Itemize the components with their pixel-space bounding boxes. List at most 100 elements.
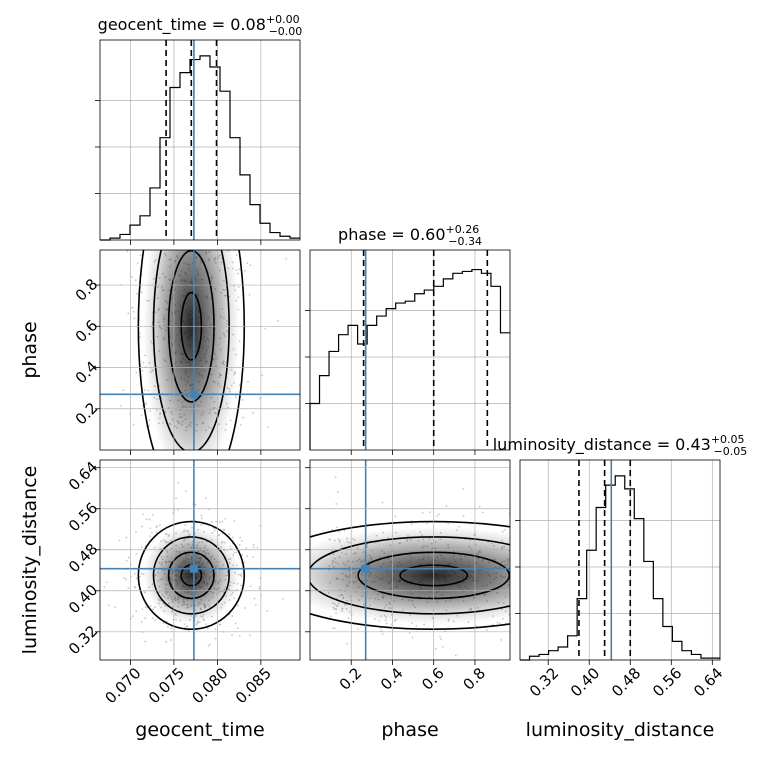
panel-phase-luminosity_distance-dot (441, 645, 444, 648)
xtick-label-luminosity_distance-4: 0.64 (690, 664, 726, 700)
panel-phase-luminosity_distance-dot (532, 608, 534, 610)
panel-geocent_time-phase-dot (208, 229, 210, 231)
panel-geocent_time-phase-dot (224, 230, 226, 232)
panel-phase-luminosity_distance-dot (421, 512, 424, 514)
panel-phase-luminosity_distance-dot (437, 513, 440, 516)
xtick-label-geocent_time-2: 0.080 (188, 664, 231, 707)
panel-geocent_time-phase-dot (242, 416, 245, 419)
panel-phase-luminosity_distance-dot (343, 529, 346, 532)
panel-geocent_time-luminosity_distance-dot (206, 627, 209, 630)
panel-geocent_time-phase-dot (205, 236, 207, 238)
panel-phase-luminosity_distance-dot (512, 602, 514, 604)
panel-geocent_time-phase-dot (261, 374, 264, 377)
panel-phase-luminosity_distance-dot (536, 542, 538, 544)
panel-geocent_time-luminosity_distance-dot (236, 627, 239, 630)
panel-phase-luminosity_distance-dot (513, 592, 515, 594)
panel-geocent_time-phase-dot (185, 227, 187, 229)
panel-geocent_time-luminosity_distance-dot (123, 577, 126, 579)
panel-geocent_time-phase-dot (140, 414, 143, 417)
panel-phase-luminosity_distance-dot (518, 562, 520, 564)
panel-phase-luminosity_distance-dot (528, 526, 530, 528)
panel-geocent_time-phase-dot (120, 404, 122, 407)
panel-phase-luminosity_distance-dot (410, 523, 413, 526)
panel-geocent_time-phase-dot (139, 336, 141, 339)
panel-geocent_time-luminosity_distance-dot (107, 604, 110, 607)
panel-phase-luminosity_distance-dot (535, 573, 537, 575)
panel-geocent_time-luminosity_distance-dot (170, 627, 173, 630)
panel-phase-luminosity_distance-dot (331, 528, 334, 531)
panel-geocent_time-phase-dot (179, 245, 181, 247)
panel-geocent_time-phase-dot (210, 244, 212, 246)
panel-geocent_time-luminosity_distance-dot (184, 490, 187, 493)
panel-phase-luminosity_distance-dot (415, 624, 418, 627)
panel-geocent_time-luminosity_distance-dot (144, 606, 147, 608)
panel-geocent_time-luminosity_distance-truth-marker (189, 564, 198, 573)
panel-phase-luminosity_distance-dot (517, 603, 519, 605)
panel-phase-luminosity_distance-dot (516, 551, 518, 553)
panel-phase-luminosity_distance-dot (521, 593, 523, 595)
panel-geocent_time-luminosity_distance-dot (214, 628, 217, 631)
panel-geocent_time-luminosity_distance-dot (151, 531, 153, 534)
panel-geocent_time-luminosity_distance-dot (127, 587, 130, 589)
panel-geocent_time-phase-dot (136, 292, 139, 295)
panel-geocent_time-luminosity_distance-dot (140, 621, 143, 623)
panel-geocent_time-phase-dot (188, 241, 190, 243)
xtick-label-luminosity_distance-1: 0.40 (567, 664, 603, 700)
panel-geocent_time-luminosity_distance-dot (149, 535, 151, 538)
panel-geocent_time-phase-density (143, 250, 240, 450)
panel-geocent_time-luminosity_distance-contour-1 (152, 536, 230, 615)
panel-geocent_time-phase-dot (134, 279, 137, 282)
panel-geocent_time-phase-dot (132, 310, 135, 313)
panel-geocent_time-phase-dot (224, 221, 226, 223)
panel-geocent_time-luminosity_distance-dot (234, 622, 237, 625)
panel-phase-luminosity_distance-dot (521, 552, 523, 554)
panel-geocent_time-phase-dot (139, 254, 142, 257)
panel-phase-luminosity_distance-dot (517, 607, 519, 609)
ytick-label-luminosity_distance-2: 0.48 (65, 540, 101, 576)
panel-geocent_time-luminosity_distance-dot (144, 617, 147, 620)
panel-geocent_time-phase-dot (188, 235, 190, 237)
xtick-label-luminosity_distance-2: 0.48 (608, 664, 644, 700)
panel-geocent_time-luminosity_distance-frame (99, 459, 301, 661)
title-plus-geocent_time: +0.00 (266, 13, 300, 26)
panel-geocent_time-phase-dot (131, 276, 133, 278)
panel-geocent_time-phase-dot (131, 306, 134, 309)
ytick-label-phase-0: 0.2 (72, 399, 102, 429)
panel-geocent_time-luminosity_distance-dot (240, 540, 243, 542)
ytick-label-luminosity_distance-4: 0.64 (65, 458, 101, 494)
panel-phase-luminosity_distance-dot (447, 522, 450, 525)
panel-geocent_time-luminosity_distance-dot (184, 524, 187, 527)
xtick-label-geocent_time-3: 0.085 (232, 664, 275, 707)
panel-geocent_time-phase-dot (168, 229, 170, 231)
panel-geocent_time-luminosity_distance-dot (145, 518, 148, 521)
panel-geocent_time-phase-dot (234, 396, 237, 399)
panel-geocent_time-luminosity_distance-dot (219, 521, 221, 523)
panel-geocent_time-luminosity_distance-dot (185, 625, 188, 628)
panel-phase-luminosity_distance-dot (496, 621, 499, 624)
panel-geocent_time-phase-dot (138, 229, 140, 231)
xlabel-phase: phase (381, 719, 438, 741)
panel-phase-luminosity_distance-dot (526, 529, 528, 531)
panel-geocent_time-phase-dot (160, 243, 162, 245)
panel-geocent_time-phase-dot (239, 424, 242, 426)
panel-geocent_time-luminosity_distance-dot (155, 531, 157, 534)
panel-geocent_time-phase-dot (218, 236, 220, 238)
title-luminosity_distance: luminosity_distance = 0.43+0.05 −0.05 (493, 433, 748, 458)
panel-phase-luminosity_distance-dot (408, 632, 411, 634)
panel-phase-luminosity_distance-dot (330, 615, 332, 618)
panel-phase-luminosity_distance-dot (527, 623, 529, 625)
panel-geocent_time-phase-dot (238, 340, 241, 343)
panel-phase-luminosity_distance-dot (514, 601, 516, 603)
panel-phase-luminosity_distance-dot (385, 622, 388, 625)
panel-geocent_time-phase-dot (143, 389, 146, 392)
panel-geocent_time-luminosity_distance-dot (143, 591, 146, 594)
panel-geocent_time-phase-dot (184, 235, 186, 237)
panel-geocent_time-luminosity_distance-dot (200, 517, 203, 520)
title-base-geocent_time: geocent_time = 0.08 (98, 15, 266, 35)
panel-phase-luminosity_distance-dot (534, 593, 536, 595)
panel-geocent_time-phase-dot (234, 394, 237, 397)
xtick-label-phase-1: 0.4 (377, 664, 407, 694)
panel-geocent_time-luminosity_distance-dot (239, 584, 242, 587)
panel-geocent_time-phase-dot (205, 225, 207, 227)
